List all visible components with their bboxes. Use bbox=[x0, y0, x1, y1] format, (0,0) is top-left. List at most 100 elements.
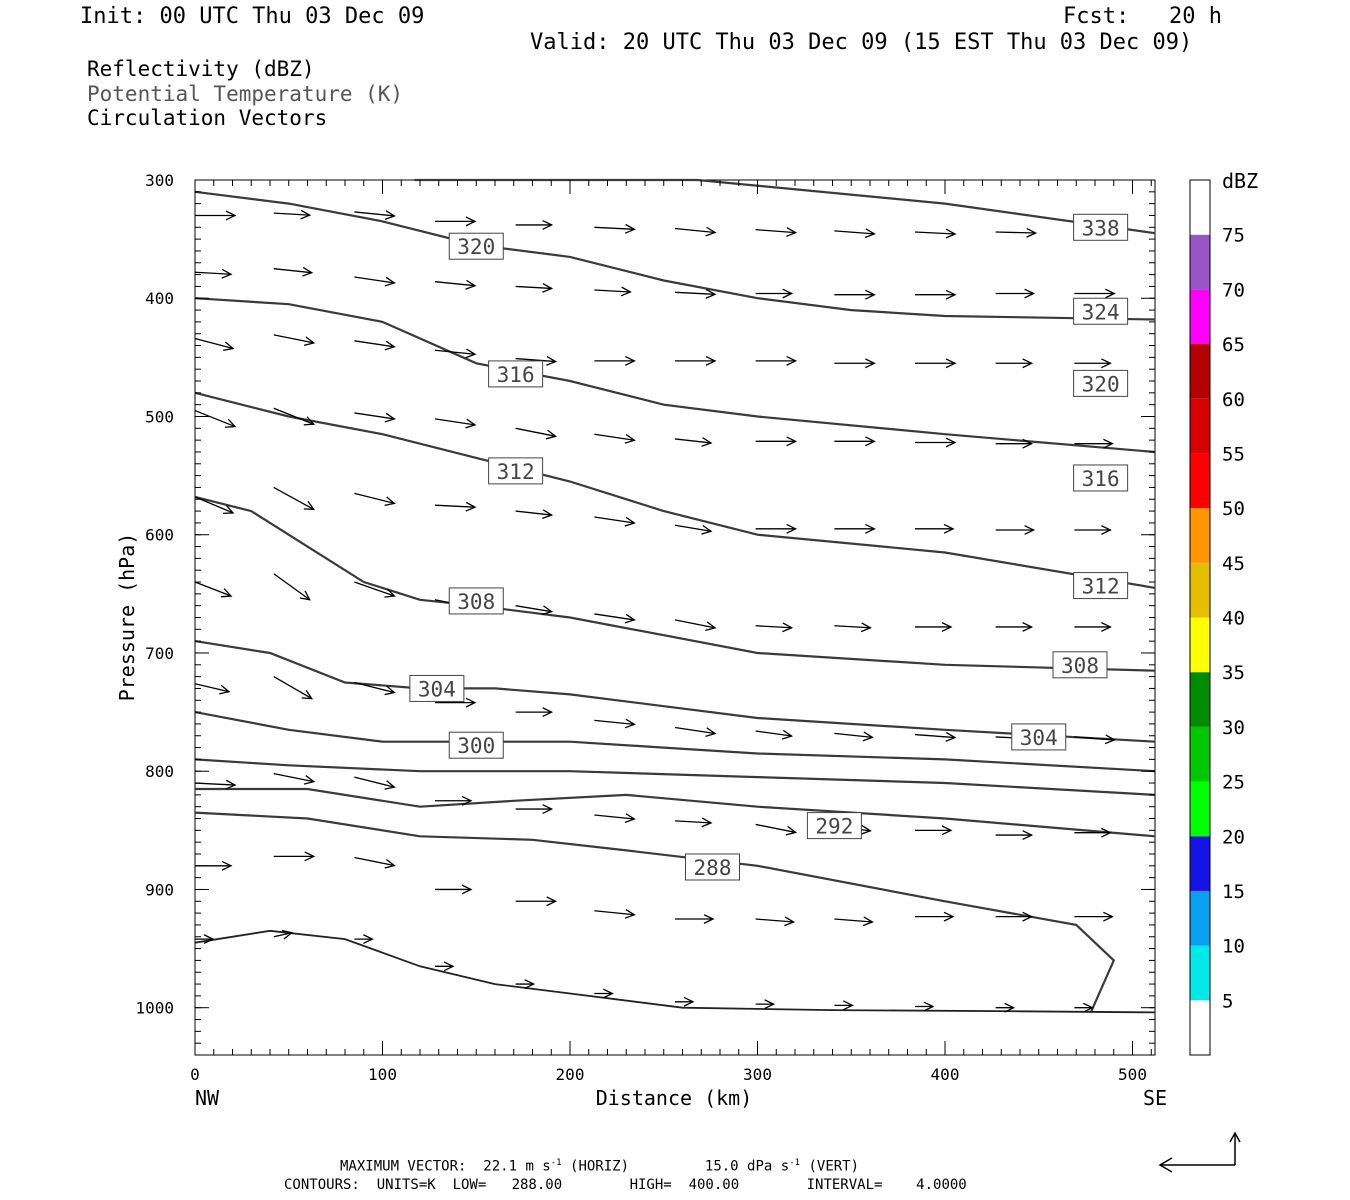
svg-text:300: 300 bbox=[457, 734, 495, 758]
isentrope-line-0 bbox=[414, 178, 1156, 235]
isentrope-line-3 bbox=[194, 391, 1156, 589]
colorbar-segment-11 bbox=[1190, 398, 1210, 454]
circulation-vector-23 bbox=[1074, 288, 1116, 299]
circulation-vector-89 bbox=[594, 813, 636, 824]
circulation-vector-19 bbox=[755, 288, 794, 299]
colorbar-label-70: 70 bbox=[1222, 279, 1245, 301]
circulation-vector-116 bbox=[834, 1000, 854, 1011]
circulation-vector-78 bbox=[674, 726, 717, 738]
forecast-hour: Fcst: 20 h bbox=[1063, 4, 1222, 29]
colorbar-segment-4 bbox=[1190, 781, 1210, 837]
circulation-vector-30 bbox=[675, 355, 717, 366]
circulation-vector-43 bbox=[755, 436, 798, 447]
circulation-vector-34 bbox=[995, 358, 1034, 369]
svg-text:312: 312 bbox=[497, 460, 535, 484]
horiz-value: 22.1 m s bbox=[483, 1158, 551, 1175]
circulation-vector-69 bbox=[915, 622, 953, 632]
circulation-vector-7 bbox=[755, 227, 798, 237]
circulation-vector-100 bbox=[515, 896, 558, 907]
contour-label-0: 338 bbox=[1073, 213, 1129, 241]
x-tick-label-2: 200 bbox=[556, 1065, 585, 1084]
contour-label-layer: 338 324 320 320 316 316 312 312 308 308 304 304 300 2… bbox=[409, 213, 1129, 881]
colorbar-segment-15 bbox=[1190, 180, 1210, 235]
y-tick-label-7: 1000 bbox=[135, 999, 174, 1018]
circulation-vector-45 bbox=[915, 437, 957, 448]
circulation-vector-6 bbox=[674, 226, 717, 237]
circulation-vector-105 bbox=[915, 911, 955, 922]
circulation-vector-61 bbox=[273, 573, 311, 601]
colorbar-segment-3 bbox=[1190, 836, 1210, 891]
circulation-vector-70 bbox=[995, 622, 1034, 632]
circulation-vector-18 bbox=[674, 288, 717, 299]
x-tick-label-3: 300 bbox=[743, 1065, 772, 1084]
colorbar-segment-10 bbox=[1190, 453, 1210, 509]
vert-tag: (VERT) bbox=[808, 1158, 860, 1175]
circulation-vector-52 bbox=[515, 509, 554, 520]
circulation-vector-49 bbox=[273, 486, 316, 511]
colorbar-segment-5 bbox=[1190, 726, 1210, 782]
svg-text:288: 288 bbox=[694, 856, 732, 880]
colorbar-label-55: 55 bbox=[1222, 443, 1245, 465]
y-tick-label-6: 900 bbox=[145, 880, 174, 899]
contour-label-7: 312 bbox=[1073, 572, 1129, 600]
field-potential-temperature: Potential Temperature (K) bbox=[87, 82, 404, 106]
circulation-vector-65 bbox=[594, 613, 636, 624]
lowest-isentrope-line bbox=[194, 929, 1156, 1014]
circulation-vector-114 bbox=[675, 996, 695, 1007]
y-tick-label-4: 700 bbox=[145, 644, 174, 663]
colorbar-label-15: 15 bbox=[1222, 881, 1245, 903]
circulation-vector-15 bbox=[434, 279, 477, 290]
circulation-vector-50 bbox=[354, 492, 396, 507]
isentrope-line-8 bbox=[195, 787, 1156, 838]
max-vector-label: MAXIMUM VECTOR: bbox=[340, 1158, 467, 1175]
x-end-label-nw: NW bbox=[195, 1086, 220, 1110]
isentrope-line-6 bbox=[194, 711, 1156, 773]
circulation-vector-21 bbox=[915, 289, 957, 300]
svg-text:304: 304 bbox=[418, 677, 456, 701]
contour-label-11: 304 bbox=[1011, 723, 1067, 751]
circulation-vector-93 bbox=[915, 825, 953, 836]
isentrope-line-7 bbox=[194, 758, 1156, 796]
circulation-vector-67 bbox=[755, 622, 794, 633]
circulation-vector-46 bbox=[995, 438, 1034, 449]
circulation-vector-17 bbox=[594, 286, 632, 297]
contour-label-5: 316 bbox=[1073, 464, 1129, 492]
circulation-vector-58 bbox=[995, 525, 1036, 535]
circulation-vector-16 bbox=[515, 283, 554, 293]
circulation-vector-90 bbox=[674, 817, 713, 828]
circulation-vector-75 bbox=[435, 697, 477, 708]
circulation-vector-60 bbox=[194, 581, 233, 598]
circulation-vector-80 bbox=[834, 731, 874, 742]
svg-text:312: 312 bbox=[1082, 575, 1120, 599]
plot-frame bbox=[194, 179, 1156, 1056]
circulation-vector-101 bbox=[594, 908, 636, 919]
contour-label-12: 300 bbox=[448, 731, 504, 759]
isentrope-line-4 bbox=[194, 495, 1156, 672]
vert-exp: -1 bbox=[789, 1158, 801, 1168]
svg-text:320: 320 bbox=[1082, 372, 1120, 396]
y-tick-label-2: 500 bbox=[145, 407, 174, 426]
colorbar-label-40: 40 bbox=[1222, 608, 1245, 630]
circulation-vector-62 bbox=[354, 581, 396, 598]
y-tick-label-0: 300 bbox=[145, 171, 174, 190]
x-tick-label-5: 500 bbox=[1118, 1065, 1147, 1084]
circulation-vector-86 bbox=[354, 776, 396, 790]
svg-text:338: 338 bbox=[1082, 216, 1120, 240]
contour-label-14: 288 bbox=[685, 853, 740, 881]
circulation-vector-14 bbox=[354, 276, 396, 287]
isentrope-line-9 bbox=[194, 811, 1116, 1012]
circulation-vector-109 bbox=[273, 929, 294, 940]
circulation-vector-24 bbox=[194, 337, 235, 351]
circulation-vector-41 bbox=[594, 433, 636, 444]
contour-label-8: 308 bbox=[448, 587, 504, 615]
circulation-vector-76 bbox=[515, 707, 554, 718]
colorbar: 5 10 15 20 25 30 35 40 45 50 55 60 65 70 75 dBZ bbox=[1189, 169, 1258, 1056]
circulation-vector-38 bbox=[354, 412, 396, 423]
isentrope-line-1 bbox=[194, 190, 1156, 321]
colorbar-label-30: 30 bbox=[1222, 717, 1245, 739]
svg-text:292: 292 bbox=[815, 815, 853, 839]
x-end-label-se: SE bbox=[1143, 1086, 1167, 1110]
colorbar-segment-2 bbox=[1190, 890, 1210, 946]
circulation-vector-73 bbox=[273, 676, 314, 700]
circulation-vector-48 bbox=[194, 496, 235, 515]
